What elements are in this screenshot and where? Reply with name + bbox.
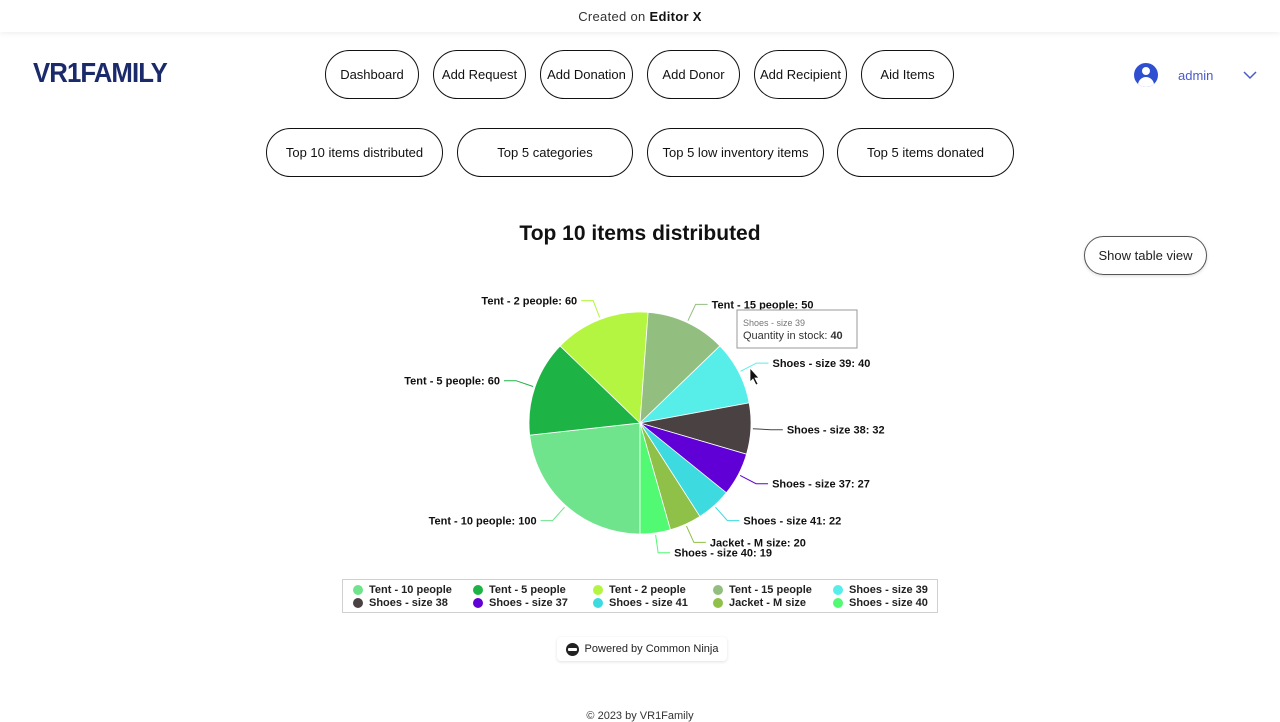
user-avatar-icon	[1134, 63, 1158, 87]
mouse-cursor-icon	[749, 366, 760, 386]
legend-color-dot	[473, 598, 483, 608]
chart-legend: Tent - 10 people Tent - 5 people Tent - 2 …	[342, 579, 938, 613]
legend-color-dot	[353, 598, 363, 608]
label-leader-line	[581, 300, 601, 318]
pie-data-label: Jacket - M size: 20	[710, 537, 806, 549]
nav-dashboard-button[interactable]: Dashboard	[325, 50, 419, 99]
legend-item[interactable]: Shoes - size 39	[833, 584, 928, 596]
label-leader-line	[687, 303, 708, 321]
chart-tooltip: Shoes - size 39 Quantity in stock: 40	[736, 309, 858, 349]
label-leader-line	[540, 506, 565, 522]
pie-data-label: Shoes - size 39: 40	[773, 358, 871, 370]
chart-title: Top 10 items distributed	[519, 222, 761, 245]
legend-item[interactable]: Shoes - size 38	[353, 597, 448, 609]
pie-data-label: Shoes - size 38: 32	[787, 425, 885, 437]
tab-top-10-distributed[interactable]: Top 10 items distributed	[266, 128, 443, 177]
pie-slice[interactable]	[528, 345, 641, 436]
legend-color-dot	[713, 585, 723, 595]
legend-color-dot	[593, 585, 603, 595]
pie-slice[interactable]	[639, 422, 671, 535]
legend-item[interactable]: Tent - 15 people	[713, 584, 812, 596]
tooltip-value: Quantity in stock: 40	[743, 330, 843, 342]
pie-data-label: Tent - 2 people: 60	[481, 296, 577, 308]
editor-x-banner: Created on Editor X	[0, 0, 1280, 32]
label-leader-line	[686, 525, 706, 543]
legend-label: Jacket - M size	[729, 597, 807, 609]
pie-data-label: Tent - 5 people: 60	[404, 376, 500, 388]
pie-data-label: Shoes - size 41: 22	[743, 516, 841, 528]
powered-by-badge[interactable]: Powered by Common Ninja	[557, 637, 727, 661]
pie-slice[interactable]	[559, 311, 649, 424]
legend-item[interactable]: Tent - 10 people	[353, 584, 452, 596]
legend-label: Tent - 15 people	[729, 584, 812, 596]
nav-add-recipient-button[interactable]: Add Recipient	[754, 50, 847, 99]
pie-data-label: Tent - 10 people: 100	[429, 516, 537, 528]
common-ninja-icon	[565, 642, 579, 656]
legend-color-dot	[713, 598, 723, 608]
label-leader-line	[715, 506, 740, 522]
legend-color-dot	[353, 585, 363, 595]
pie-data-label: Shoes - size 40: 19	[674, 548, 772, 560]
legend-label: Shoes - size 39	[849, 584, 928, 596]
footer-copyright: © 2023 by VR1Family	[586, 710, 694, 722]
tab-top-5-categories[interactable]: Top 5 categories	[457, 128, 633, 177]
pie-data-label: Shoes - size 37: 27	[772, 479, 870, 491]
label-leader-line	[740, 362, 769, 372]
legend-label: Shoes - size 40	[849, 597, 928, 609]
label-leader-line	[752, 428, 783, 431]
legend-item[interactable]: Jacket - M size	[713, 597, 806, 609]
legend-color-dot	[833, 598, 843, 608]
tab-top-5-low-inventory[interactable]: Top 5 low inventory items	[647, 128, 824, 177]
legend-color-dot	[593, 598, 603, 608]
nav-add-donation-button[interactable]: Add Donation	[540, 50, 633, 99]
label-leader-line	[504, 380, 534, 387]
label-leader-line	[655, 534, 671, 554]
chevron-down-icon[interactable]	[1243, 70, 1257, 80]
pie-slice[interactable]	[529, 422, 641, 535]
pie-data-label: Tent - 15 people: 50	[712, 299, 814, 311]
show-table-view-button[interactable]: Show table view	[1084, 236, 1207, 275]
legend-item[interactable]: Tent - 2 people	[593, 584, 686, 596]
tab-top-5-donated[interactable]: Top 5 items donated	[837, 128, 1014, 177]
user-name[interactable]: admin	[1178, 67, 1214, 83]
nav-add-donor-button[interactable]: Add Donor	[647, 50, 740, 99]
legend-label: Shoes - size 41	[609, 597, 688, 609]
legend-item[interactable]: Tent - 5 people	[473, 584, 566, 596]
legend-item[interactable]: Shoes - size 41	[593, 597, 688, 609]
nav-aid-items-button[interactable]: Aid Items	[861, 50, 954, 99]
legend-label: Shoes - size 37	[489, 597, 568, 609]
legend-color-dot	[473, 585, 483, 595]
legend-item[interactable]: Shoes - size 40	[833, 597, 928, 609]
legend-label: Tent - 5 people	[489, 584, 566, 596]
legend-color-dot	[833, 585, 843, 595]
legend-label: Tent - 2 people	[609, 584, 686, 596]
legend-label: Tent - 10 people	[369, 584, 452, 596]
banner-created-text: Created on	[578, 8, 646, 24]
user-menu[interactable]: admin	[1134, 63, 1257, 87]
label-leader-line	[739, 474, 769, 485]
legend-label: Shoes - size 38	[369, 597, 448, 609]
powered-by-text: Powered by Common Ninja	[584, 643, 719, 655]
site-logo[interactable]: VR1FAMILY	[33, 57, 168, 88]
legend-item[interactable]: Shoes - size 37	[473, 597, 568, 609]
banner-brand[interactable]: Editor X	[649, 8, 702, 24]
nav-add-request-button[interactable]: Add Request	[433, 50, 526, 99]
pie-slice[interactable]	[639, 311, 721, 425]
tooltip-item: Shoes - size 39	[743, 318, 805, 328]
